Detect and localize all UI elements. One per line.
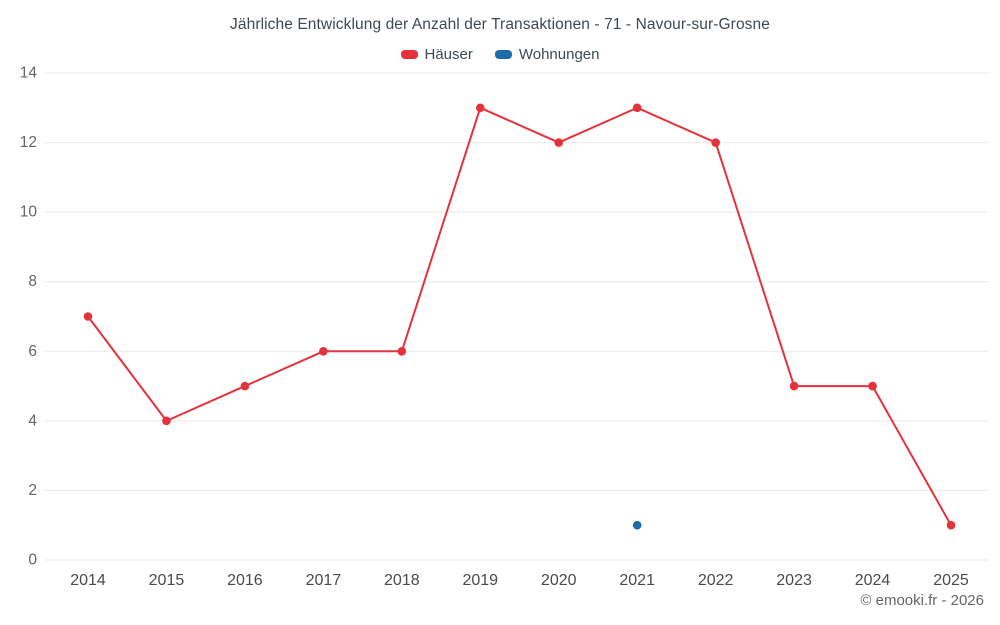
y-tick-label: 12 <box>20 134 37 151</box>
data-point-hauser[interactable] <box>946 520 956 530</box>
data-point-hauser[interactable] <box>868 381 877 391</box>
series-line-hauser <box>87 106 952 527</box>
x-tick-label: 2018 <box>384 572 420 589</box>
data-point-hauser[interactable] <box>632 103 642 113</box>
x-tick-label: 2024 <box>855 572 891 589</box>
x-tick-label: 2015 <box>149 572 185 589</box>
y-tick-label: 6 <box>28 343 37 360</box>
x-tick-label: 2025 <box>933 572 969 589</box>
x-tick-label: 2022 <box>698 572 734 589</box>
legend-swatch-wohnungen <box>494 50 512 59</box>
y-tick-label: 14 <box>20 65 38 82</box>
data-point-wohnungen[interactable] <box>632 520 642 530</box>
x-tick-label: 2019 <box>462 572 498 589</box>
legend-item-wohnungen[interactable]: Wohnungen <box>494 46 600 63</box>
legend-swatch-hauser <box>400 50 418 59</box>
chart-title: Jährliche Entwicklung der Anzahl der Tra… <box>230 16 770 33</box>
x-tick-label: 2023 <box>776 572 812 589</box>
chart-legend: Häuser Wohnungen <box>0 46 1000 63</box>
data-point-hauser[interactable] <box>789 381 799 391</box>
data-point-hauser[interactable] <box>711 138 720 147</box>
data-point-hauser[interactable] <box>475 103 485 113</box>
legend-label: Wohnungen <box>518 46 600 63</box>
data-point-hauser[interactable] <box>554 138 564 147</box>
x-tick-label: 2014 <box>70 572 106 589</box>
x-tick-label: 2020 <box>541 572 577 589</box>
x-tick-label: 2021 <box>619 572 655 589</box>
copyright-credit: © emooki.fr - 2026 <box>860 592 984 609</box>
data-point-hauser[interactable] <box>83 312 93 321</box>
legend-label: Häuser <box>424 46 473 63</box>
y-tick-label: 2 <box>28 482 37 499</box>
y-tick-label: 10 <box>20 204 38 221</box>
x-tick-label: 2016 <box>227 572 263 589</box>
data-point-hauser[interactable] <box>162 416 171 426</box>
y-tick-label: 0 <box>28 552 37 569</box>
legend-item-hauser[interactable]: Häuser <box>400 46 473 63</box>
data-point-hauser[interactable] <box>397 346 407 356</box>
x-tick-label: 2017 <box>306 572 342 589</box>
y-tick-label: 8 <box>28 273 37 290</box>
data-point-hauser[interactable] <box>240 381 250 391</box>
data-point-hauser[interactable] <box>319 346 328 356</box>
y-tick-label: 4 <box>28 412 37 429</box>
